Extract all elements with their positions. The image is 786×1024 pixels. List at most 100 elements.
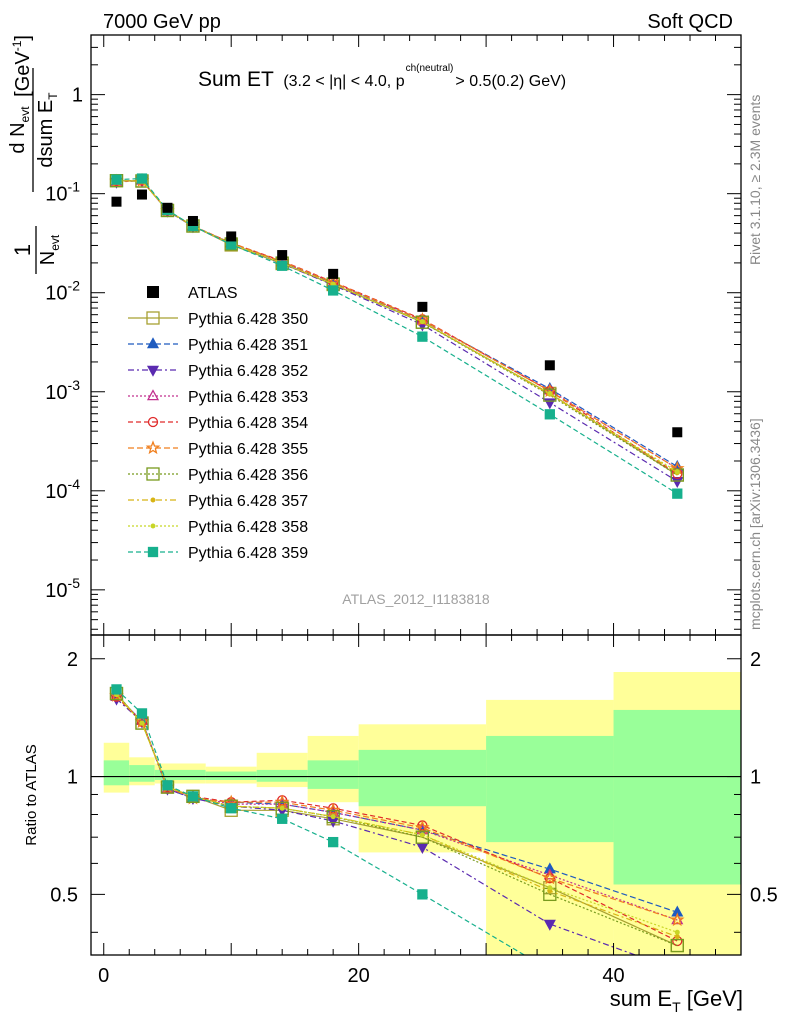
- main-y-tick-label: 10-2: [45, 278, 80, 305]
- data-point-7: [417, 301, 428, 312]
- main-point-9-9: [674, 469, 680, 475]
- ratio-point-10-0: [111, 684, 122, 695]
- legend-label-10: Pythia 6.428 359: [188, 545, 308, 562]
- data-point-6: [328, 268, 339, 279]
- svg-text:dsum ET: dsum ET: [35, 92, 60, 168]
- ratio-point-6-6: [325, 802, 341, 817]
- main-point-3-9: [671, 477, 684, 489]
- ratio-point-10-2: [162, 780, 173, 791]
- legend-label-5: Pythia 6.428 354: [188, 415, 308, 432]
- green-band-3: [205, 771, 257, 780]
- legend-marker-6: [145, 440, 161, 455]
- ratio-point-9-5: [279, 805, 285, 811]
- title-cuts-sub: ch(neutral): [406, 63, 454, 74]
- ratio-y-tick-label-right: 2: [750, 649, 761, 671]
- data-point-9: [672, 427, 683, 438]
- ratio-point-9-6: [330, 814, 336, 820]
- main-y-tick-label: 10-4: [45, 476, 80, 503]
- data-point-8: [544, 360, 555, 371]
- data-point-3: [187, 215, 198, 226]
- ratio-point-6-5: [274, 794, 290, 809]
- svg-text:d Nevt: d Nevt: [7, 106, 32, 154]
- ratio-point-9-7: [419, 832, 425, 838]
- ratio-line-10: [116, 688, 526, 955]
- ratio-y-tick-label-left: 0.5: [50, 884, 78, 906]
- main-y-tick-label: 10-5: [45, 575, 80, 602]
- header-left-label: 7000 GeV pp: [103, 11, 221, 33]
- ratio-point-10-3: [187, 791, 199, 802]
- legend-marker-2: [146, 337, 160, 349]
- legend-marker-7: [146, 467, 160, 481]
- legend: ATLAS Pythia 6.428 350 Pythia 6.428 351 Pyt…: [128, 285, 308, 562]
- legend-marker-5: [147, 416, 159, 428]
- main-point-7-7: [415, 315, 430, 329]
- ratio-line-5: [116, 696, 678, 942]
- legend-marker-8: [150, 497, 156, 503]
- legend-marker-3: [146, 365, 160, 377]
- x-axis-title: sum ET [GeV]: [610, 986, 743, 1015]
- main-y-tick-label: 10-1: [45, 179, 80, 206]
- x-tick-label: 20: [348, 965, 370, 987]
- ratio-line-2: [116, 696, 678, 913]
- svg-text:1: 1: [10, 244, 35, 256]
- green-band-5: [307, 760, 359, 789]
- ratio-point-7-3: [186, 789, 200, 804]
- ratio-uncertainty-bands: [103, 672, 741, 955]
- green-band-8: [613, 709, 741, 885]
- ratio-point-6-7: [415, 820, 430, 835]
- main-point-10-7: [417, 331, 428, 342]
- legend-label-7: Pythia 6.428 356: [188, 467, 308, 484]
- ratio-point-3-8: [543, 919, 556, 931]
- legend-label-2: Pythia 6.428 351: [188, 337, 308, 354]
- legend-label-4: Pythia 6.428 353: [188, 389, 308, 406]
- legend-marker-1: [146, 311, 160, 325]
- ratio-point-10-9: [673, 1015, 682, 1024]
- main-point-10-6: [328, 285, 339, 296]
- ratio-point-10-7: [417, 889, 428, 900]
- x-tick-label: 0: [98, 965, 109, 987]
- data-point-5: [277, 250, 288, 261]
- chart-title: Sum ET (3.2 < |η| < 4.0, pch(neutral)> 0…: [198, 63, 566, 91]
- main-line-10: [116, 177, 678, 495]
- ratio-point-9-8: [547, 885, 553, 891]
- main-point-3-8: [543, 398, 556, 410]
- legend-marker-4: [146, 389, 160, 401]
- title-cuts-end: > 0.5(0.2) GeV): [455, 73, 566, 90]
- main-point-10-9: [672, 488, 683, 499]
- ratio-point-7-6: [326, 809, 340, 824]
- data-point-2: [162, 202, 173, 213]
- main-point-9-7: [419, 319, 425, 325]
- main-series-group: [109, 172, 685, 499]
- legend-label-atlas: ATLAS: [188, 285, 238, 302]
- data-point-1: [136, 189, 147, 200]
- ratio-y-tick-label-right: 1: [750, 767, 761, 789]
- ratio-point-10-8: [545, 966, 554, 975]
- main-y-axis-title: 1 Nevt: [10, 226, 62, 274]
- main-point-10-1: [136, 173, 148, 184]
- main-point-10-0: [111, 174, 122, 185]
- main-point-7-8: [543, 388, 557, 402]
- main-y-tick-label: 10-3: [45, 377, 80, 404]
- title-main: Sum ET: [198, 68, 274, 91]
- ratio-point-10-1: [136, 708, 148, 719]
- svg-text:Nevt: Nevt: [37, 234, 62, 265]
- ratio-y-axis-title: Ratio to ATLAS: [23, 744, 40, 845]
- main-line-9: [116, 180, 678, 473]
- green-band-0: [103, 760, 130, 786]
- data-point-0: [111, 196, 122, 207]
- rivet-version-label: Rivet 3.1.10, ≥ 2.3M events: [747, 95, 763, 265]
- main-y-tick-label: 1: [72, 85, 83, 107]
- ratio-point-6-9: [669, 912, 685, 927]
- x-tick-label: 40: [602, 965, 624, 987]
- green-band-6: [358, 749, 487, 807]
- ratio-series-group: [109, 684, 685, 1024]
- green-band-4: [256, 769, 308, 782]
- legend-marker-10: [147, 546, 159, 558]
- data-point-4: [226, 231, 237, 242]
- legend-marker-9: [150, 523, 156, 529]
- legend-label-6: Pythia 6.428 355: [188, 441, 308, 458]
- green-band-7: [486, 735, 614, 843]
- ratio-point-3-9: [672, 967, 682, 976]
- ratio-point-10-6: [328, 836, 339, 848]
- legend-label-3: Pythia 6.428 352: [188, 363, 308, 380]
